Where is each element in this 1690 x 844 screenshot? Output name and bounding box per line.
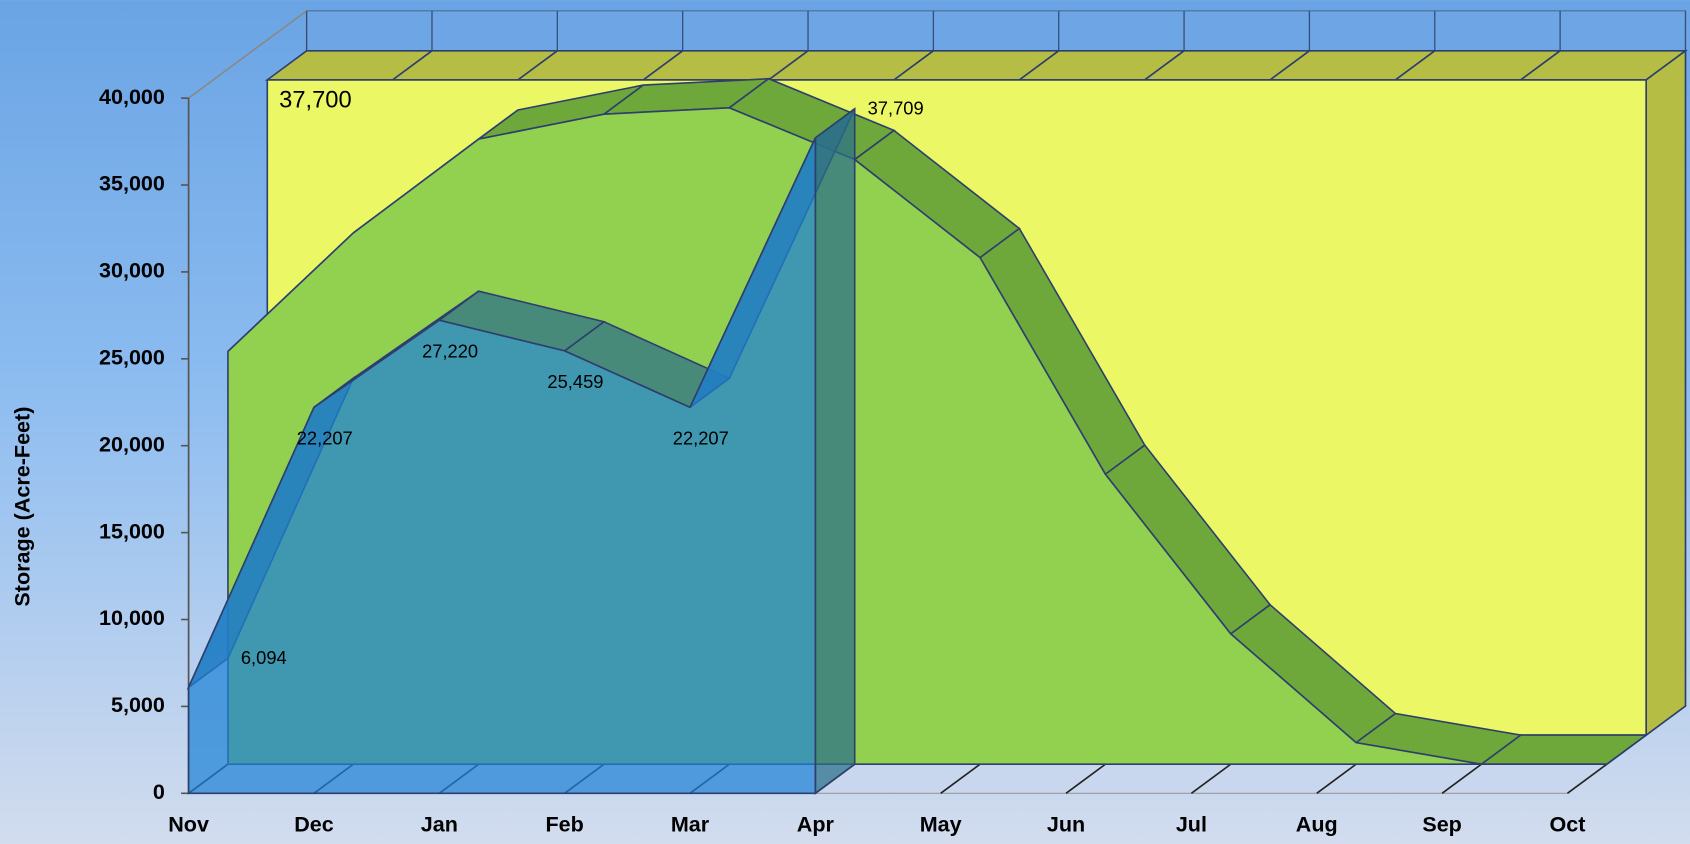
x-tick-label: Apr	[797, 811, 835, 836]
x-tick-label: Dec	[294, 811, 334, 836]
area	[187, 137, 817, 795]
labels: Nov Dec Jan Feb Mar Apr May Jun Jul Aug Sep Oct 0 5,0…	[99, 84, 1585, 837]
y-tick-label: 20,000	[99, 431, 165, 456]
x-tick-label: Sep	[1422, 811, 1462, 836]
data-label: 22,207	[297, 428, 353, 449]
x-tick-label: Oct	[1549, 811, 1585, 836]
x-tick-label: Aug	[1296, 811, 1338, 836]
y-axis-title: Storage (Acre-Feet)	[9, 407, 34, 607]
x-tick-label: Jun	[1047, 811, 1085, 836]
y-tick-label: 25,000	[99, 345, 165, 370]
data-label: 6,094	[241, 647, 287, 668]
y-tick-label: 40,000	[99, 84, 165, 109]
y-tick-label: 10,000	[99, 605, 165, 630]
y-tick-label: 15,000	[99, 518, 165, 543]
data-label: 25,459	[547, 371, 603, 392]
y-tick-label: 35,000	[99, 171, 165, 196]
y-tick-label: 0	[153, 779, 165, 804]
area-side	[1645, 49, 1687, 737]
area-side	[814, 107, 856, 795]
x-tick-label: Nov	[168, 811, 209, 836]
series-layer	[186, 107, 856, 795]
area-side	[1606, 734, 1647, 765]
y-tick-label: 5,000	[111, 692, 165, 717]
plot-layers	[186, 49, 1688, 795]
data-label: 22,207	[673, 428, 729, 449]
data-label: 37,709	[868, 98, 924, 119]
y-tick-label: 30,000	[99, 258, 165, 283]
data-label: 37,700	[279, 88, 351, 114]
data-label: 27,220	[422, 340, 478, 361]
x-tick-label: Jul	[1176, 811, 1207, 836]
x-tick-label: Feb	[546, 811, 584, 836]
x-tick-label: May	[920, 811, 962, 836]
x-tick-label: Jan	[421, 811, 458, 836]
x-tick-label: Mar	[671, 811, 710, 836]
